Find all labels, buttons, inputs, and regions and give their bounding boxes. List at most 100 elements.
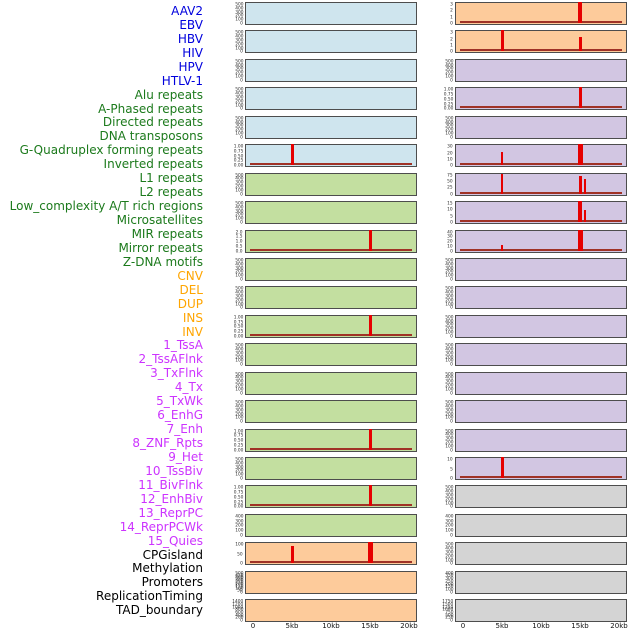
histogram-plot-dna-transposons	[245, 257, 417, 281]
row-label-replicationtiming: ReplicationTiming	[96, 589, 203, 604]
peak-bar-15kb	[368, 485, 372, 507]
row-label-14-reprpcwk: 14_ReprPCWk	[119, 519, 203, 534]
y-tick: 150	[234, 584, 243, 590]
y-tick: 50	[447, 179, 453, 185]
histogram-plot-inverted-repeats	[245, 314, 417, 338]
y-tick: 0	[450, 49, 453, 55]
histogram-plot-14-reprpcwk	[455, 428, 627, 452]
row-label-ebv: EBV	[179, 17, 203, 32]
row-label-inverted-repeats: Inverted repeats	[103, 157, 203, 172]
histogram-plot-htlv-1	[245, 144, 417, 168]
y-tick: 0	[450, 333, 453, 339]
panel-row-l1-repeats: 500 400 300 200 100 0	[215, 343, 417, 367]
y-tick: 400	[234, 261, 243, 267]
x-tick-15kb: 15kb	[571, 622, 589, 630]
y-tick: 400	[234, 91, 243, 97]
y-tick: 0	[240, 21, 243, 27]
y-tick-labels-a-phased-repeats: 500 400 300 200 100 0	[215, 201, 245, 225]
histogram-baseline	[460, 476, 622, 478]
y-tick: 0	[450, 77, 453, 84]
y-tick: 1000	[231, 604, 243, 610]
y-tick: 300	[234, 578, 243, 584]
histogram-plot-inv	[455, 30, 627, 54]
y-tick: 200	[444, 297, 453, 303]
panel-row-cpgisland: 500 400 300 200 100 0	[425, 485, 627, 510]
y-tick: 200	[234, 13, 243, 19]
y-tick-labels-mirror-repeats: 1.00 0.75 0.50 0.25 0.00	[215, 485, 245, 509]
y-tick: 0	[450, 163, 453, 169]
y-tick: 300	[444, 379, 453, 385]
y-tick: 1.00	[233, 314, 243, 320]
y-tick-labels-9-het: 500 400 300 200 100 0	[425, 286, 455, 310]
row-label-hbv: HBV	[177, 31, 203, 46]
y-tick: 500	[234, 286, 243, 292]
row-label-dna-transposons: DNA transposons	[99, 129, 204, 144]
y-tick: 500	[234, 115, 243, 121]
peak-bar-5kb	[500, 30, 504, 52]
y-tick: 100	[234, 586, 243, 592]
y-tick: 300	[444, 407, 453, 413]
y-tick: 500	[234, 457, 243, 463]
histogram-baseline	[460, 106, 622, 109]
panel-row-mir-repeats: 500 400 300 200 100 0	[215, 457, 417, 481]
histogram-plot-directed-repeats	[245, 229, 417, 253]
y-tick: 200	[234, 70, 243, 76]
x-tick-5kb: 5kb	[285, 622, 299, 630]
panel-row-dup: 1400 1200 1000 800 600 400 200 0	[215, 599, 417, 623]
peak-bar-15kb	[368, 428, 372, 450]
row-label-dup: DUP	[177, 296, 203, 311]
y-tick: 0	[240, 561, 243, 567]
histogram-plot-del	[245, 570, 417, 594]
y-tick-labels-13-reprpc: 500 400 300 200 100 0	[425, 400, 455, 424]
y-tick: 100	[444, 330, 453, 336]
x-axis-left: 0 5kb 10kb 15kb 20kb	[245, 622, 418, 631]
x-tick-15kb: 15kb	[361, 622, 379, 630]
y-tick: 0	[450, 504, 453, 510]
y-tick: 15	[447, 201, 453, 207]
histogram-plot-hpv	[245, 115, 417, 139]
y-tick: 0	[240, 589, 243, 595]
y-tick: 500	[444, 485, 453, 491]
y-tick: 300	[234, 379, 243, 385]
y-tick: 100	[444, 443, 453, 449]
row-label-mirror-repeats: Mirror repeats	[118, 240, 203, 255]
peak-bar-5kb	[290, 144, 294, 166]
histogram-plot-hbv	[245, 58, 417, 82]
y-tick: 400	[234, 119, 243, 125]
y-tick: 1750	[441, 599, 453, 605]
y-tick: 0	[240, 532, 243, 539]
y-tick: 200	[234, 523, 243, 529]
y-tick: 800	[234, 607, 243, 613]
y-tick: 1200	[231, 602, 243, 608]
y-tick: 100	[444, 386, 453, 393]
left-panel-column: 500 400 300 200 100 0 500 400 300 200 100 0 500 400 30…	[215, 2, 417, 628]
y-tick: 500	[444, 400, 453, 406]
panel-row-13-reprpc: 500 400 300 200 100 0	[425, 400, 627, 424]
histogram-plot-7-enh	[455, 229, 627, 253]
y-tick-labels-14-reprpcwk: 500 400 300 200 100 0	[425, 429, 455, 452]
y-tick: 0.5	[236, 243, 243, 249]
y-tick-labels-del: 500 450 400 350 300 250 200 150 100 50 0	[215, 571, 245, 594]
histogram-plot-l1-repeats	[245, 343, 417, 367]
y-tick-labels-tad-boundary: 1750 1500 1250 1000 750 500 250 0	[425, 599, 455, 623]
y-tick: 400	[234, 404, 243, 410]
y-tick-labels-5-txwk: 75 50 25 0	[425, 173, 455, 196]
row-label-3-txflnk: 3_TxFlnk	[150, 366, 203, 381]
y-tick: 0	[450, 532, 453, 539]
y-tick: 450	[234, 572, 243, 578]
panel-row-7-enh: 40 30 20 10 0	[425, 229, 627, 254]
y-tick: 0	[450, 248, 453, 254]
histogram-baseline	[460, 21, 622, 23]
y-tick: 300	[234, 350, 243, 357]
histogram-plot-cnv	[245, 542, 417, 566]
y-tick: 0	[450, 589, 453, 595]
histogram-plot-z-dna-motifs	[245, 513, 417, 537]
peak-bar-15kb	[368, 314, 372, 336]
y-tick: 0	[450, 277, 453, 283]
panel-row-replicationtiming: 400 350 300 250 200 150 100 0	[425, 570, 627, 595]
y-tick: 100	[234, 358, 243, 364]
y-tick: 100	[444, 301, 453, 307]
y-tick: 500	[444, 314, 453, 320]
row-label-7-enh: 7_Enh	[166, 422, 203, 437]
